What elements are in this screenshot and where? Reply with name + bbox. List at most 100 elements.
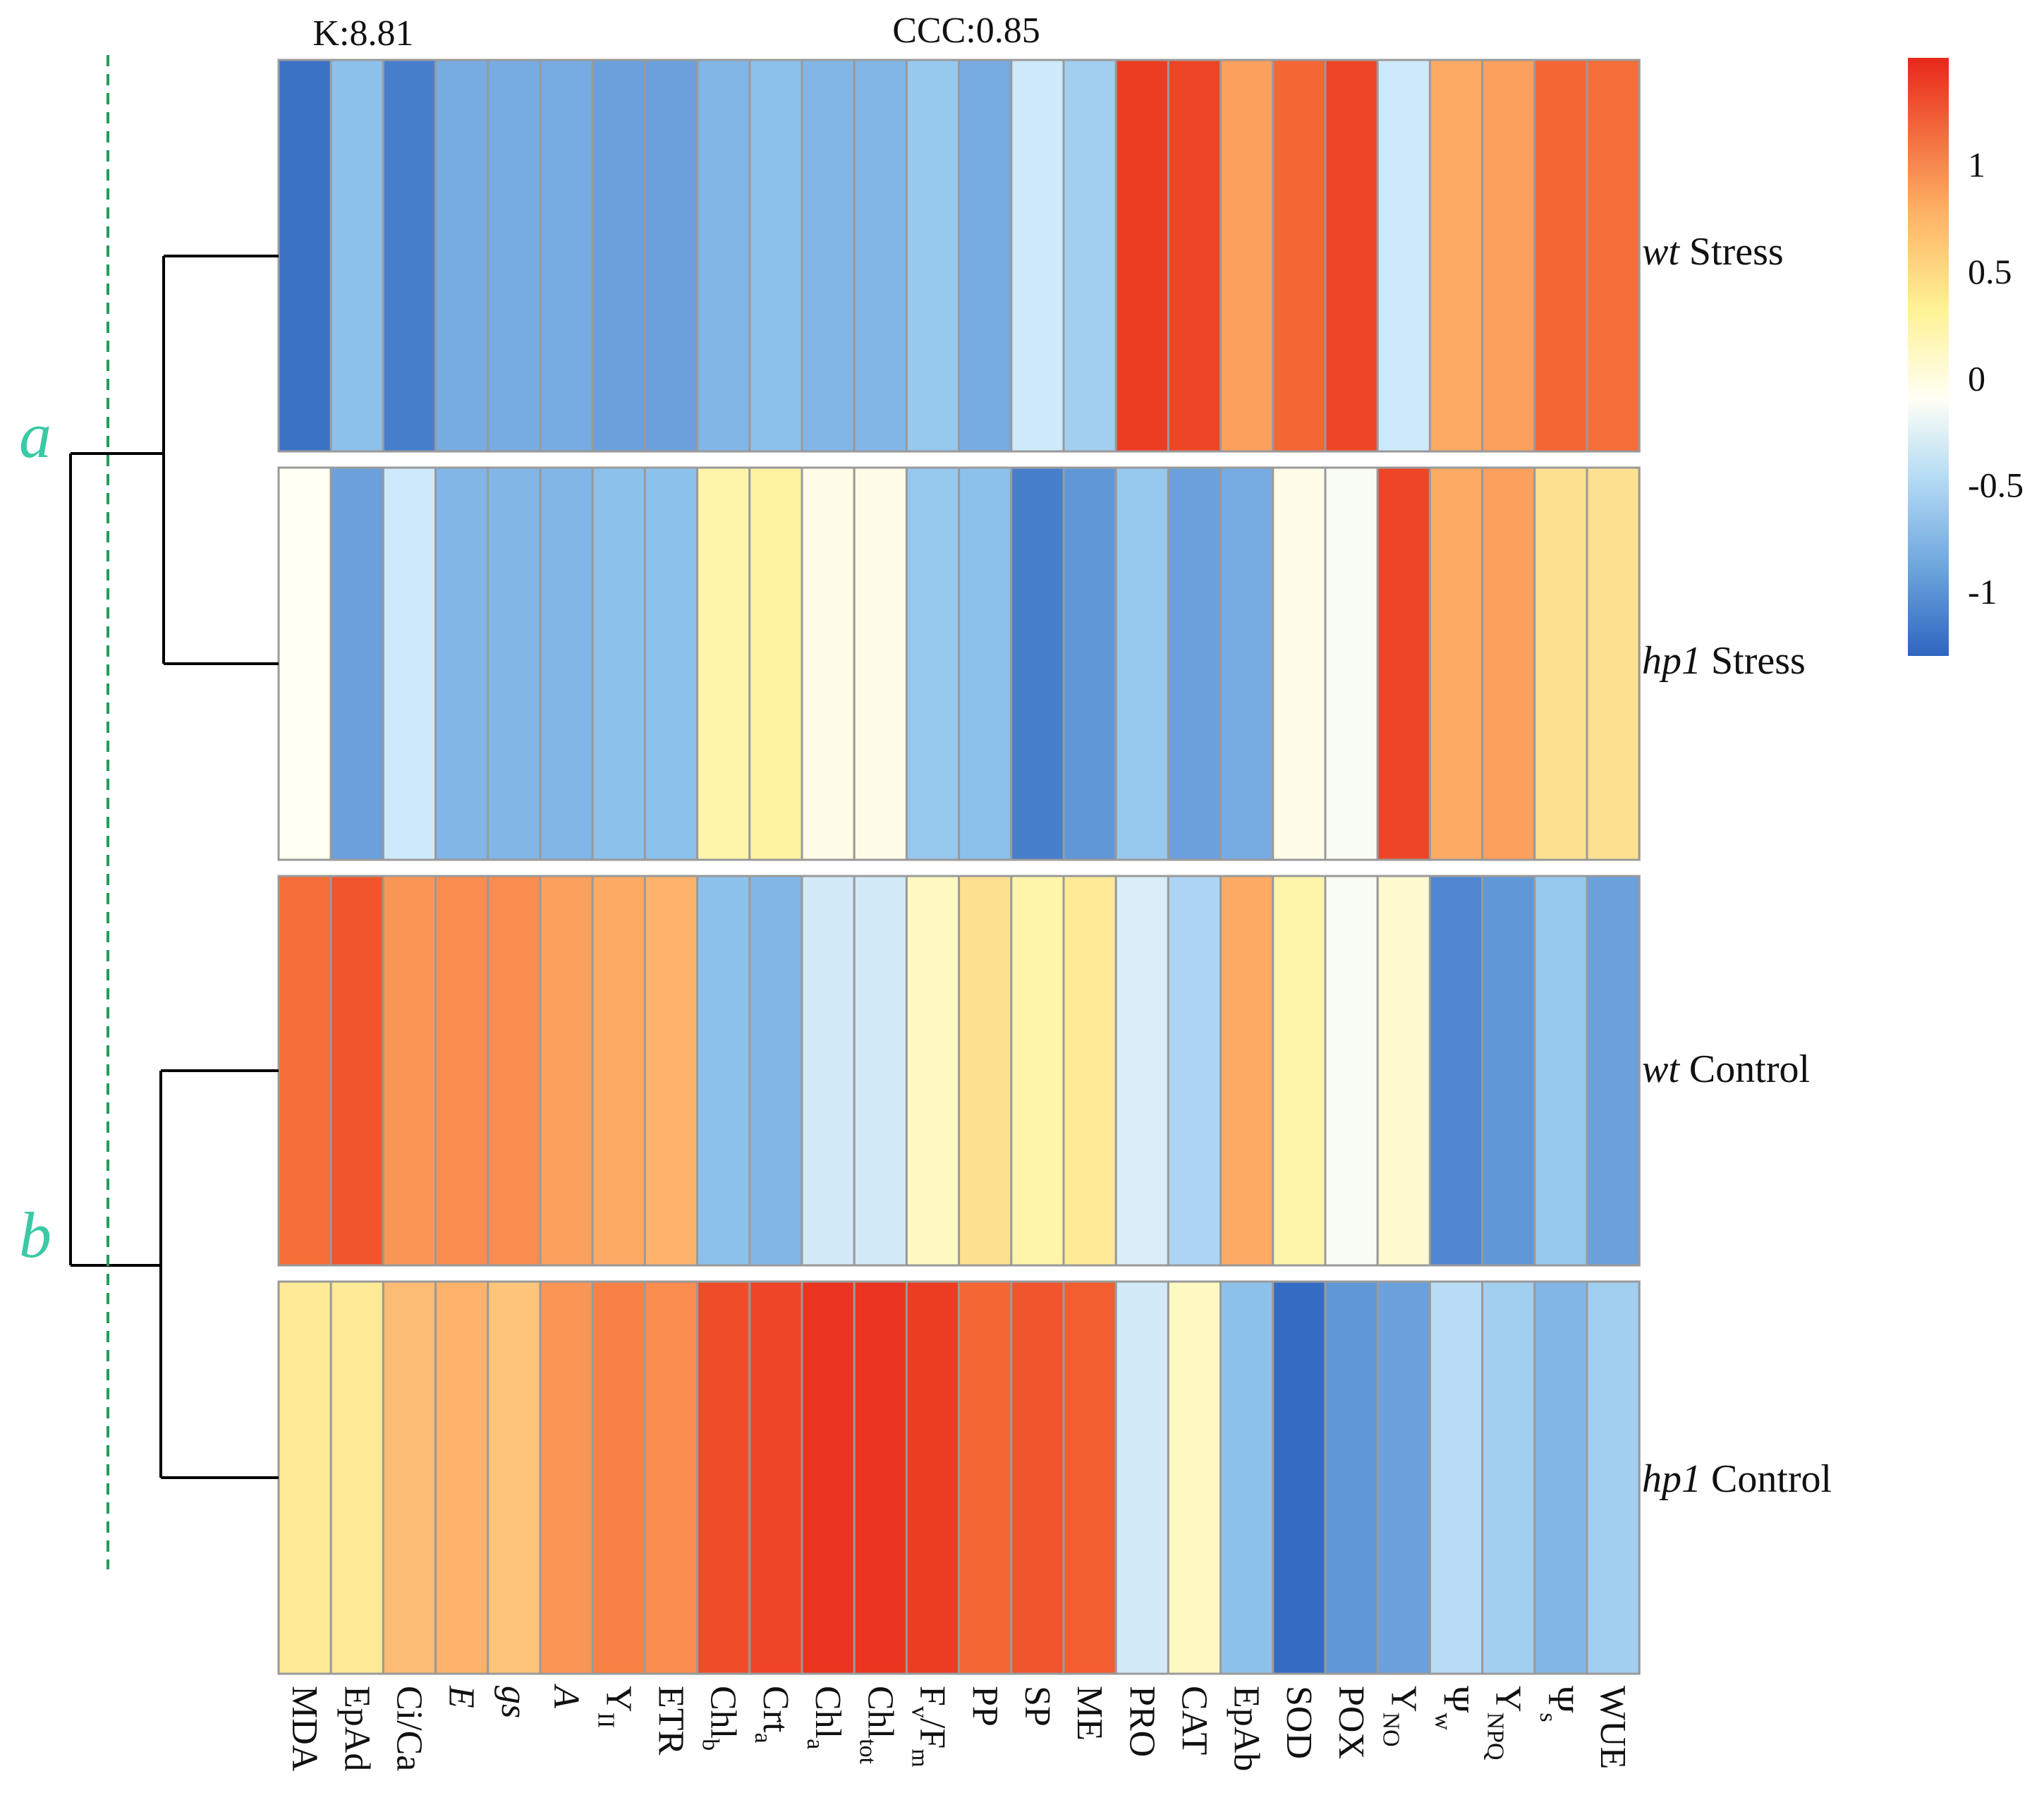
- header-ccc-value: CCC:0.85: [892, 11, 1040, 51]
- heatmap-cell: [748, 59, 803, 453]
- heatmap-cell: [539, 59, 594, 453]
- heatmap-cell: [277, 59, 332, 453]
- heatmap-cell: [1219, 1280, 1275, 1675]
- heatmap-cell: [487, 1280, 542, 1675]
- heatmap-cell: [696, 875, 751, 1267]
- heatmap-cell: [1219, 59, 1275, 453]
- heatmap-cell: [434, 466, 489, 861]
- column-label: A: [546, 1684, 586, 1708]
- heatmap-cell: [853, 1280, 908, 1675]
- column-label: Ci/Ca: [389, 1686, 430, 1771]
- heatmap-cell: [1167, 1280, 1222, 1675]
- heatmap-cell: [748, 1280, 803, 1675]
- colorbar-ticks: 1 0.5 0 -0.5 -1: [1968, 145, 2024, 612]
- column-label: ETR: [651, 1686, 691, 1756]
- heatmap-cell: [1272, 1280, 1327, 1675]
- heatmap-cell: [382, 1280, 437, 1675]
- heatmap-cell: [1428, 875, 1484, 1267]
- heatmap-cell: [801, 466, 856, 861]
- heatmap-cell: [1324, 1280, 1379, 1675]
- heatmap-cell: [1586, 875, 1641, 1267]
- heatmap-cell: [539, 466, 594, 861]
- heatmap-cell: [1272, 875, 1327, 1267]
- colorbar-tick-label: 1: [1968, 145, 1985, 184]
- heatmap-cell: [1324, 466, 1379, 861]
- heatmap-cell: [958, 1280, 1013, 1675]
- heatmap-cell: [1376, 1280, 1431, 1675]
- heatmap-cell: [801, 1280, 856, 1675]
- heatmap-cell: [329, 466, 384, 861]
- heatmap-cell: [487, 59, 542, 453]
- heatmap-cell: [539, 1280, 594, 1675]
- header-k-value: K:8.81: [313, 13, 414, 54]
- row-label: wt Control: [1642, 1047, 1810, 1091]
- heatmap-cell: [748, 466, 803, 861]
- heatmap-cell: [382, 466, 437, 861]
- heatmap-cell: [1481, 1280, 1536, 1675]
- heatmap-cell: [801, 875, 856, 1267]
- row-labels: wt Stress hp1 Stress wt Control hp1 Control: [1642, 230, 1832, 1501]
- column-label: PP: [965, 1686, 1005, 1727]
- heatmap-cell: [591, 1280, 646, 1675]
- heatmap-cell: [434, 875, 489, 1267]
- heatmap-cell: [591, 466, 646, 861]
- heatmap-cell: [434, 1280, 489, 1675]
- heatmap-cell: [1114, 875, 1169, 1267]
- colorbar-tick-label: -1: [1968, 572, 1997, 612]
- heatmap-cell: [801, 59, 856, 453]
- heatmap-cell: [1481, 59, 1536, 453]
- column-label: Ψw: [1430, 1686, 1476, 1730]
- heatmap-cell: [1114, 59, 1169, 453]
- heatmap-cell: [1586, 466, 1641, 861]
- column-label: YII: [592, 1686, 638, 1728]
- heatmap-cell: [487, 466, 542, 861]
- cluster-label-b: b: [19, 1199, 51, 1271]
- heatmap-cell: [1062, 466, 1117, 861]
- column-label: POX: [1331, 1686, 1371, 1759]
- heatmap-cell: [329, 59, 384, 453]
- column-label: Fv/Fm: [907, 1686, 953, 1768]
- column-label: SP: [1017, 1686, 1057, 1727]
- colorbar-tick-label: -0.5: [1968, 466, 2024, 505]
- heatmap-cell: [1062, 59, 1117, 453]
- heatmap-cell: [1010, 1280, 1065, 1675]
- column-label: CAT: [1174, 1686, 1215, 1755]
- heatmap-cell: [905, 59, 961, 453]
- heatmap-cell: [1167, 59, 1222, 453]
- heatmap-cell: [1167, 875, 1222, 1267]
- heatmap-cell: [1481, 466, 1536, 861]
- heatmap-cell: [329, 1280, 384, 1675]
- colorbar-tick-label: 0: [1968, 358, 1985, 398]
- heatmap-cell: [1324, 59, 1379, 453]
- heatmap-cell: [853, 59, 908, 453]
- heatmap-cell: [1324, 875, 1379, 1267]
- heatmap-cell: [696, 466, 751, 861]
- heatmap-cell: [643, 1280, 699, 1675]
- heatmap-cell: [1533, 466, 1588, 861]
- heatmap-cell: [1167, 466, 1222, 861]
- heatmap-cell: [643, 59, 699, 453]
- column-label: EpAd: [336, 1686, 377, 1771]
- heatmap-cell: [1428, 466, 1484, 861]
- heatmap-cell: [1376, 875, 1431, 1267]
- heatmap-cell: [1586, 1280, 1641, 1675]
- heatmap-cell: [382, 875, 437, 1267]
- column-label: E: [442, 1685, 482, 1708]
- heatmap-cell: [905, 875, 961, 1267]
- heatmap-cell: [277, 1280, 332, 1675]
- column-label: gs: [494, 1686, 534, 1718]
- row-label: hp1 Stress: [1642, 639, 1806, 683]
- heatmap-cell: [696, 59, 751, 453]
- column-label: MDA: [284, 1686, 324, 1772]
- column-label: Chla: [802, 1686, 848, 1749]
- heatmap-cell: [1010, 875, 1065, 1267]
- heatmap-cell: [591, 875, 646, 1267]
- column-label: Chltot: [854, 1686, 900, 1765]
- heatmap-cell: [1533, 59, 1588, 453]
- colorbar: 1 0.5 0 -0.5 -1: [1908, 58, 2024, 656]
- heatmap-cell: [1481, 875, 1536, 1267]
- row-label: hp1 Control: [1642, 1457, 1832, 1501]
- heatmap-cell: [1219, 875, 1275, 1267]
- heatmap-cell: [1272, 59, 1327, 453]
